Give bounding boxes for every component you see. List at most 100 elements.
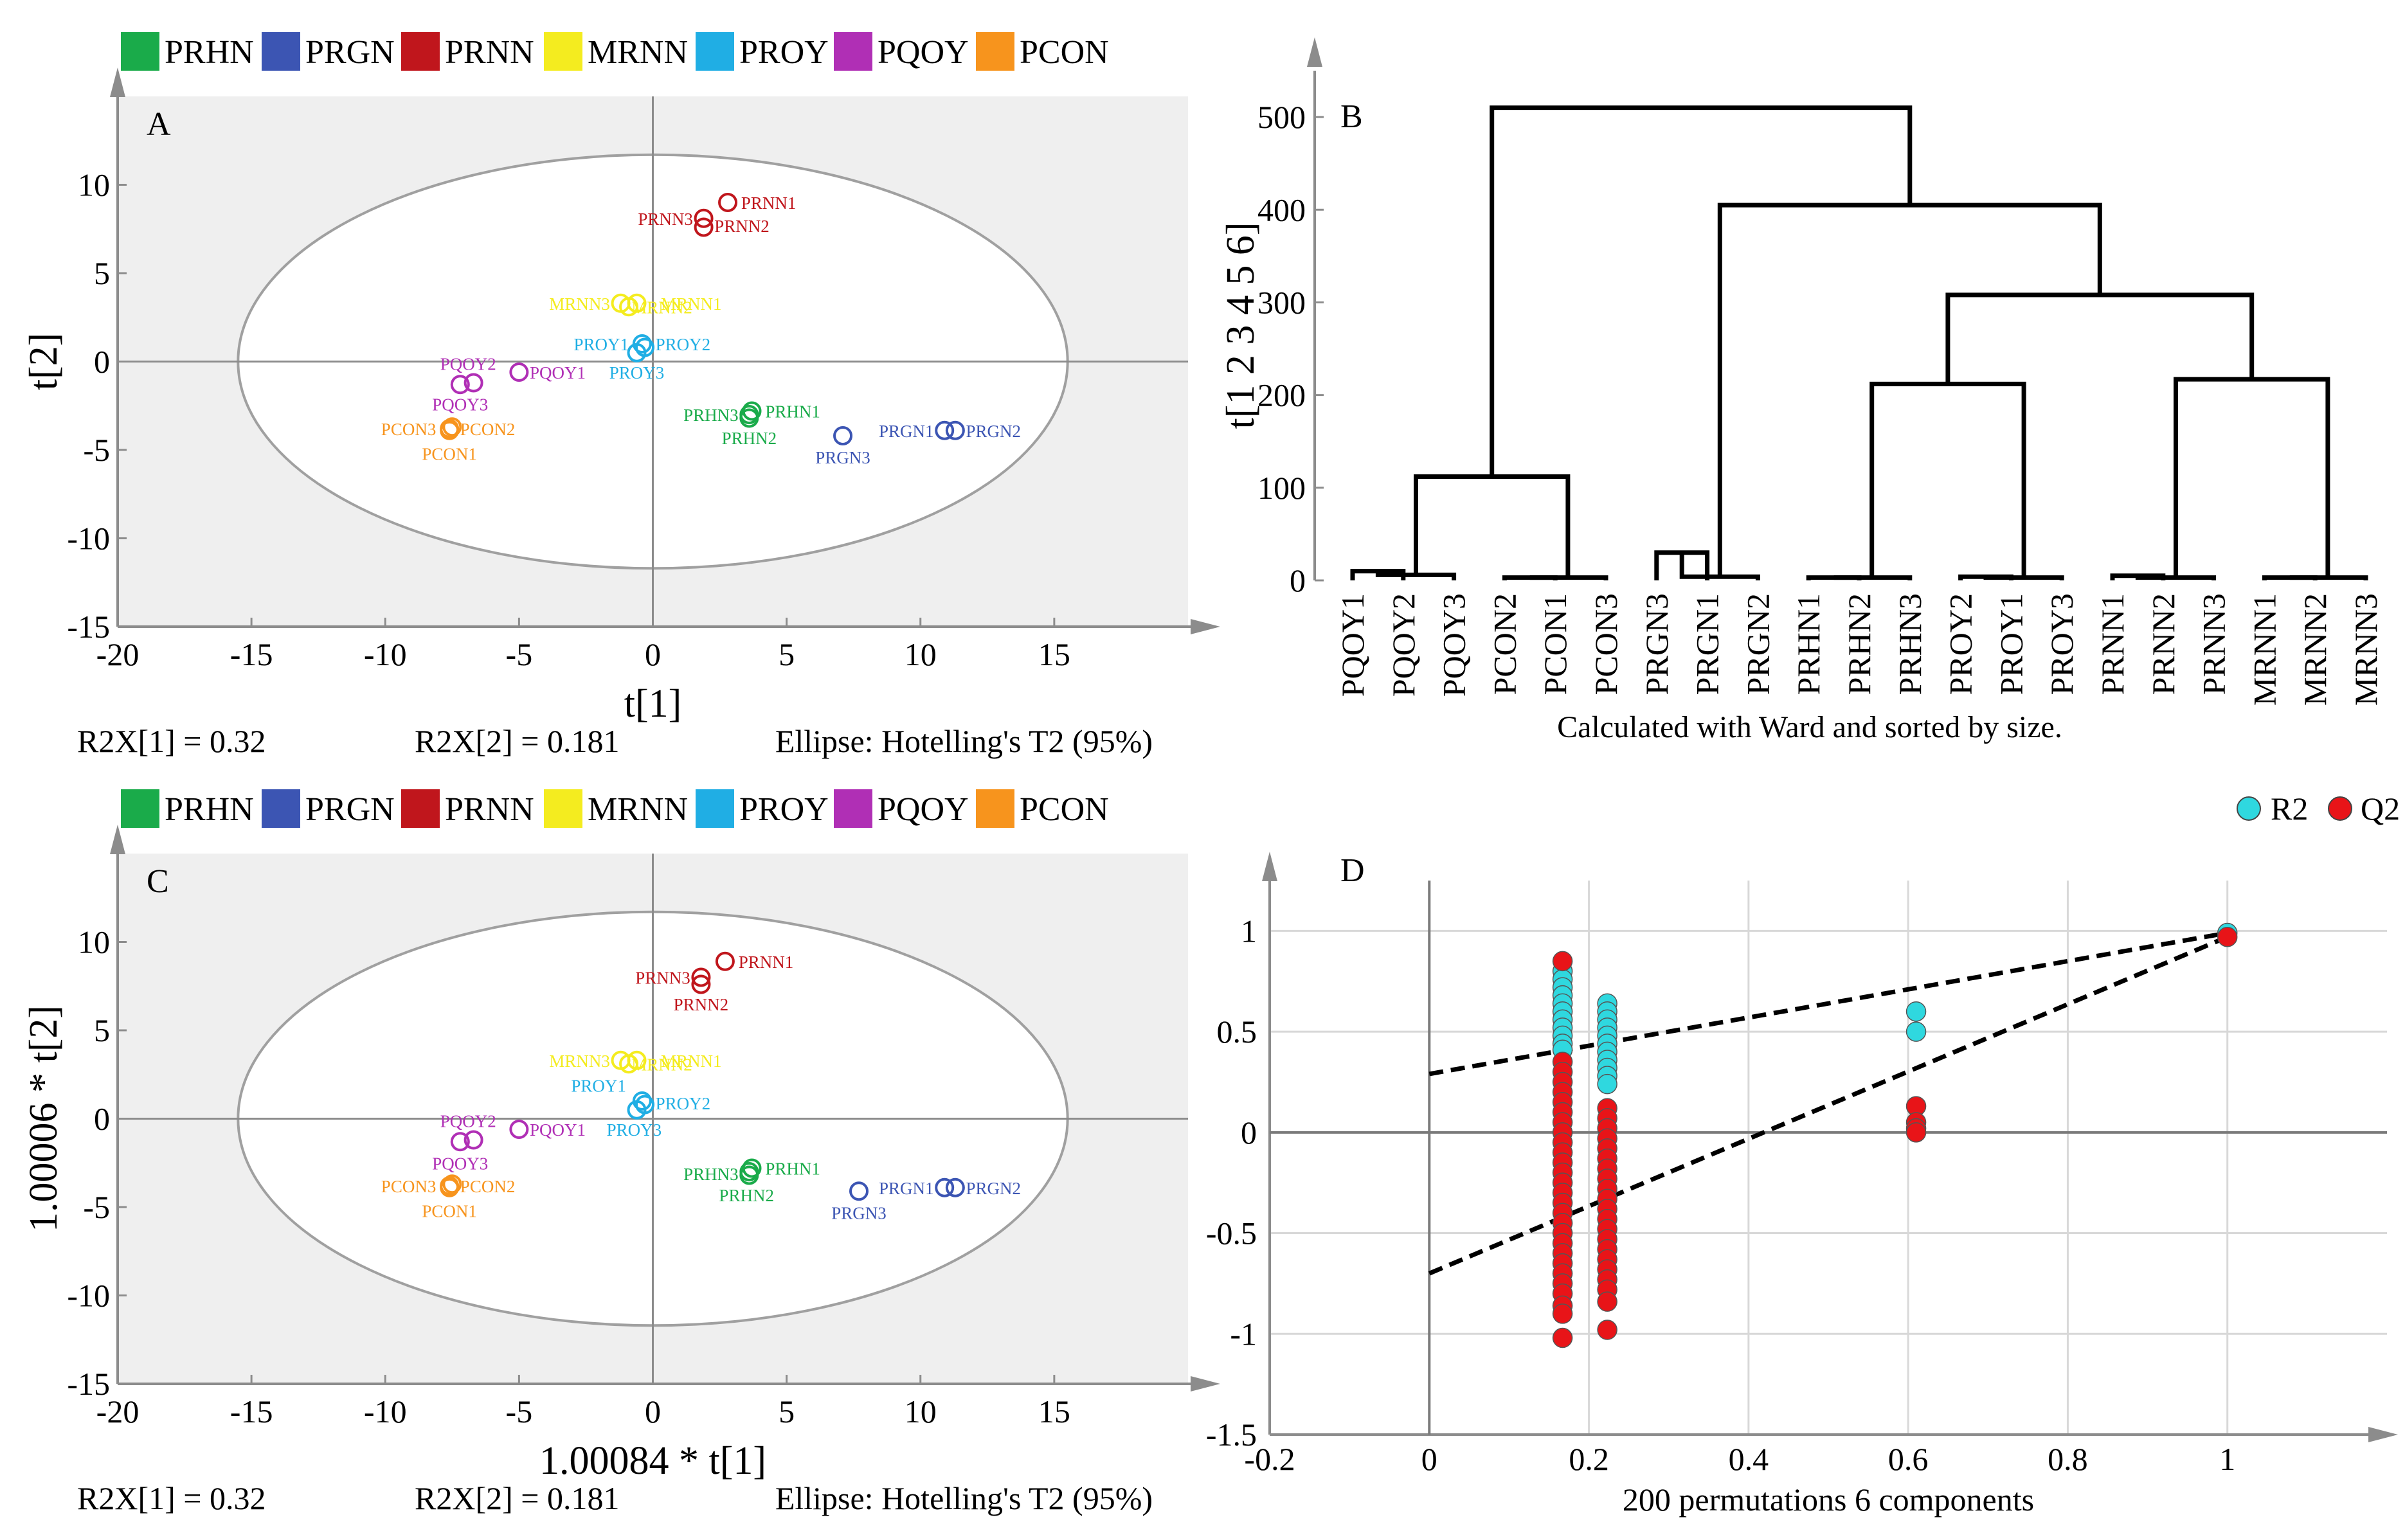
leaf-label: PRNN1 [2094, 593, 2130, 695]
y-tick-label: 300 [1257, 284, 1306, 320]
point-label: PCON3 [381, 420, 437, 439]
permutation-plot-D: -0.2 0 0.2 0.4 0.6 0.8 1 -1.5 -1 -0.5 0 0.5 1 D 200 pe… [1206, 852, 2398, 1518]
y-tick-label: 5 [94, 255, 110, 291]
score-point-pqoy [509, 1120, 529, 1139]
perm-point-q2 [1552, 1327, 1573, 1348]
legend-marker-r2 [2237, 796, 2261, 821]
regression-line-q2 [1428, 935, 2229, 1276]
x-axis-arrow [1191, 1376, 1220, 1392]
score-point-prnn [694, 208, 714, 228]
score-point-pqoy [464, 373, 483, 393]
point-label: MRNN2 [631, 298, 692, 317]
point-label: PROY1 [571, 1076, 626, 1095]
point-label: PRHN1 [765, 1159, 820, 1179]
leaf-label: PQOY1 [1335, 593, 1371, 697]
score-point-prgn [945, 420, 965, 440]
x-tick-label: 15 [1038, 636, 1070, 672]
y-tick-label: -5 [83, 1189, 110, 1225]
point-label: PRGN1 [879, 422, 934, 441]
leaf-label: PCON1 [1537, 593, 1573, 695]
point-label: PQOY2 [440, 1111, 496, 1131]
x-tick-label: 0.8 [2048, 1441, 2088, 1477]
legend-label-prgn: PRGN [305, 791, 395, 828]
legend-label-mrnn: MRNN [588, 791, 688, 828]
y-tick-label: 500 [1257, 99, 1306, 135]
point-label: PRHN2 [719, 1186, 774, 1205]
dendrogram-link [2135, 575, 2217, 580]
legend-swatch-prnn [401, 32, 440, 71]
x-tick-label: 10 [905, 1393, 937, 1429]
point-label: PRGN3 [815, 448, 870, 467]
point-label: MRNN1 [661, 294, 722, 314]
dendrogram-link [1945, 292, 2255, 384]
legend-swatch-prgn [262, 32, 300, 71]
point-label: MRNN1 [661, 1052, 722, 1071]
leaf-label: PRGN3 [1639, 593, 1675, 695]
score-point-prgn [935, 420, 955, 440]
legend-swatch-prhn [121, 789, 159, 828]
dendrogram-link [1529, 575, 1608, 580]
legend-swatch-pcon [976, 32, 1014, 71]
leaf-label: MRNN1 [2246, 593, 2282, 706]
y-tick-label: -10 [67, 521, 110, 557]
point-label: PRHN3 [683, 1165, 739, 1184]
y-tick-label: -1.5 [1206, 1417, 1257, 1453]
point-label: MRNN3 [549, 1052, 610, 1071]
regression-line-r2 [1428, 931, 2228, 1077]
y-tick-label: -0.5 [1206, 1215, 1257, 1251]
y-tick-label: 10 [78, 924, 110, 960]
dendrogram-link [1490, 105, 1913, 477]
footer-r2x1: R2X[1] = 0.32 [77, 1480, 266, 1516]
score-point-prnn [715, 951, 735, 971]
x-tick-label: 0 [645, 1393, 661, 1429]
score-point-mrnn [619, 1054, 639, 1074]
score-point-pcon [442, 1174, 462, 1194]
leaf-label: PRHN3 [1892, 593, 1928, 695]
panel-label: B [1340, 98, 1363, 135]
y-tick-label: 0 [1290, 562, 1306, 598]
leaf-label: PROY2 [1943, 593, 1979, 695]
point-label: PROY2 [656, 335, 711, 354]
legend-label-proy: PROY [739, 791, 829, 828]
score-point-prnn [694, 217, 714, 237]
point-label: PRHN1 [765, 402, 820, 422]
perm-point-r2 [1905, 1001, 1927, 1022]
leaf-label: PRNN3 [2196, 593, 2232, 695]
point-label: PRGN2 [966, 1179, 1022, 1198]
leaf-label: MRNN2 [2297, 593, 2333, 706]
score-point-proy [627, 343, 647, 363]
score-point-prgn [935, 1177, 955, 1197]
legend-swatch-mrnn [544, 789, 582, 828]
y-tick-label: 0 [94, 344, 110, 380]
leaf-label: PQOY3 [1436, 593, 1472, 697]
legend-label-pqoy: PQOY [878, 791, 969, 828]
y-axis-arrow [110, 825, 125, 854]
x-tick-label: 15 [1038, 1393, 1070, 1429]
point-label: PROY1 [574, 335, 629, 354]
point-label: PRNN3 [638, 210, 693, 229]
perm-point-q2 [1597, 1320, 1617, 1340]
footer-r2x2: R2X[2] = 0.181 [415, 723, 619, 759]
score-point-prnn [691, 967, 711, 987]
x-tick-label: 0.4 [1729, 1441, 1769, 1477]
legend-swatch-pcon [976, 789, 1014, 828]
panel-label: C [147, 863, 169, 900]
leaf-label: PRGN1 [1689, 593, 1725, 695]
score-point-prhn [739, 1165, 759, 1185]
panel-label: D [1340, 852, 1365, 889]
y-tick-label: -1 [1230, 1316, 1257, 1352]
score-point-prhn [739, 408, 759, 428]
x-axis-title: t[1] [624, 682, 682, 726]
footer-r2x1: R2X[1] = 0.32 [77, 723, 266, 759]
y-tick-label: 5 [94, 1012, 110, 1048]
x-tick-label: -20 [96, 1393, 140, 1429]
legend-marker-q2 [2328, 796, 2352, 821]
y-tick-label: 100 [1257, 470, 1306, 506]
score-plot-A: -20 -15 -10 -5 0 5 10 15-15-10-50510At[1]t[2]PR… [22, 67, 1220, 759]
leaf-label: PCON2 [1486, 593, 1522, 695]
score-point-pcon [440, 1177, 460, 1197]
point-label: PCON2 [460, 1177, 516, 1196]
perm-point-q2 [1552, 1303, 1573, 1324]
point-label: PRNN1 [741, 193, 797, 213]
dendrogram-footer: Calculated with Ward and sorted by size. [1557, 710, 2062, 744]
